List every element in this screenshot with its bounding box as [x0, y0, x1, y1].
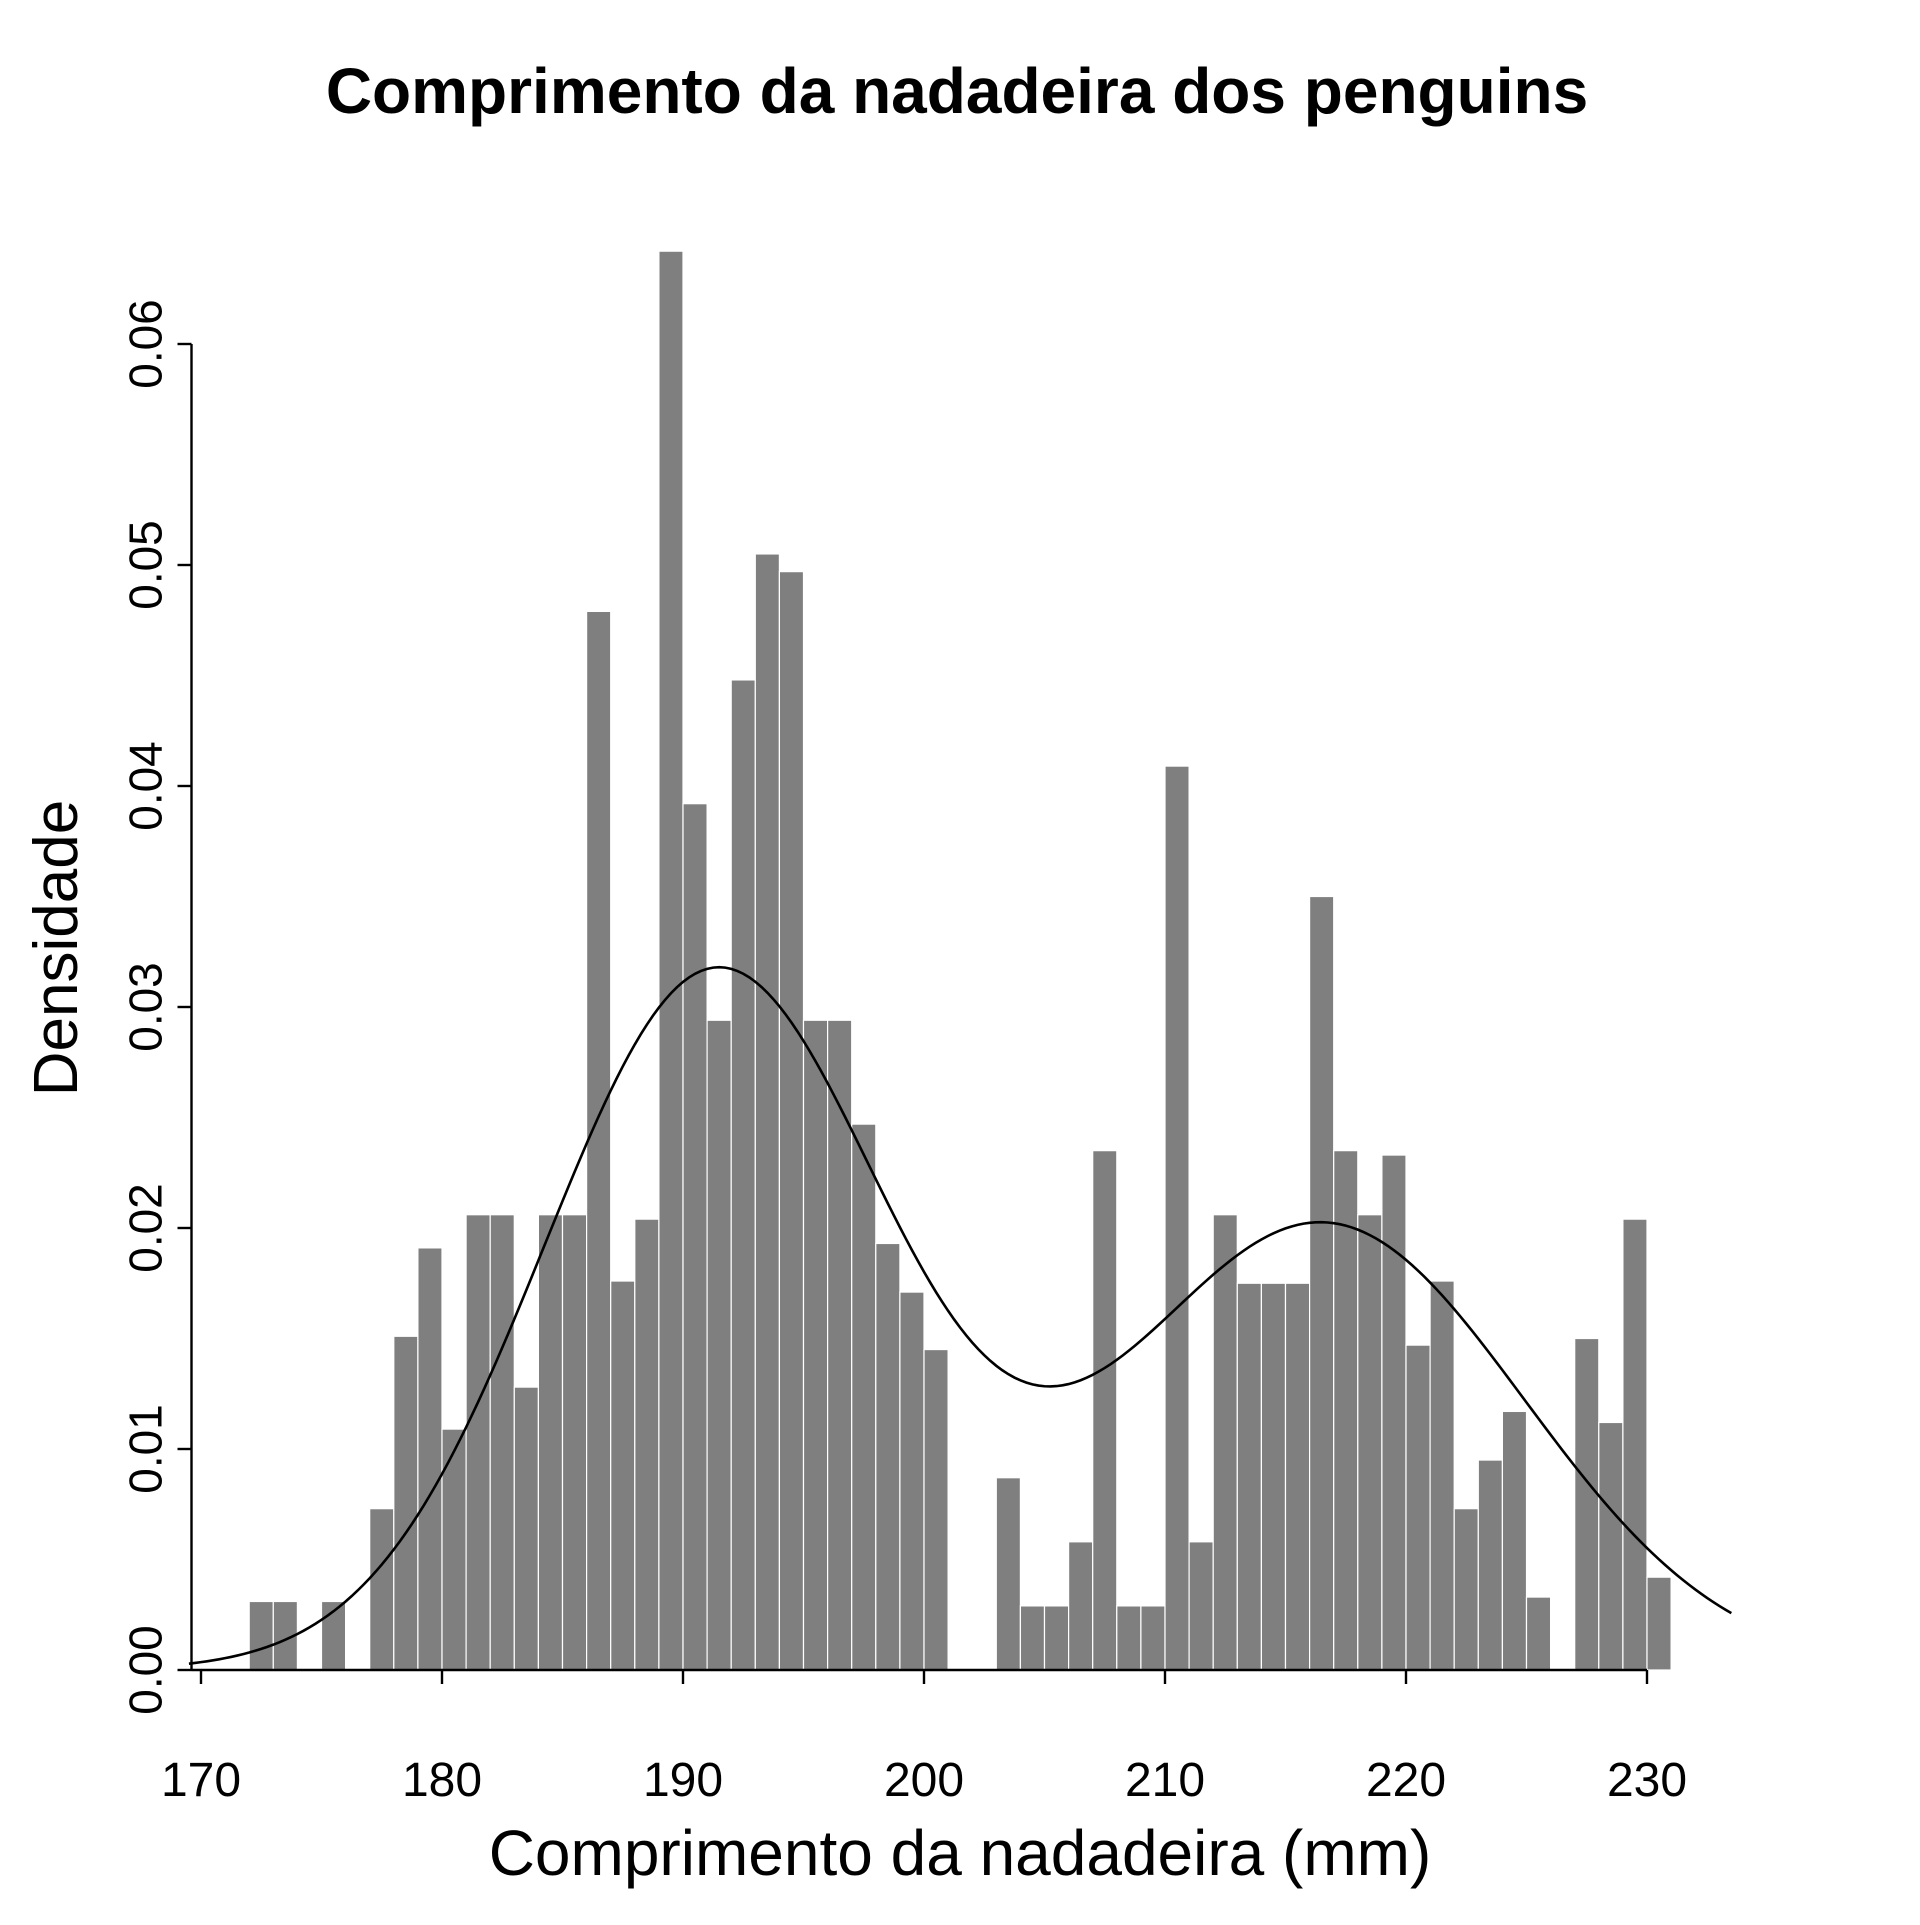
svg-text:210: 210: [1125, 1754, 1205, 1807]
svg-text:0.00: 0.00: [120, 1625, 172, 1715]
svg-text:190: 190: [643, 1754, 723, 1807]
svg-text:200: 200: [884, 1754, 964, 1807]
svg-text:Densidade: Densidade: [22, 800, 91, 1096]
svg-text:220: 220: [1366, 1754, 1446, 1807]
svg-text:0.04: 0.04: [120, 741, 172, 831]
svg-text:0.06: 0.06: [120, 299, 172, 389]
svg-text:230: 230: [1607, 1754, 1687, 1807]
svg-text:Comprimento da nadadeira (mm): Comprimento da nadadeira (mm): [489, 1817, 1432, 1889]
svg-text:180: 180: [402, 1754, 482, 1807]
svg-text:170: 170: [161, 1754, 241, 1807]
svg-text:0.02: 0.02: [120, 1183, 172, 1273]
svg-text:0.05: 0.05: [120, 520, 172, 610]
svg-text:Comprimento da nadadeira dos p: Comprimento da nadadeira dos penguins: [326, 55, 1588, 127]
svg-text:0.01: 0.01: [120, 1404, 172, 1494]
svg-text:0.03: 0.03: [120, 962, 172, 1052]
